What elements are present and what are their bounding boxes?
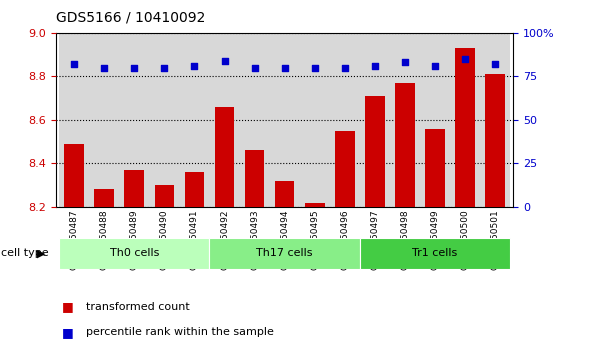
Point xyxy=(70,61,79,67)
Bar xyxy=(420,33,450,207)
Point xyxy=(490,61,500,67)
Point xyxy=(400,60,409,65)
Point xyxy=(100,65,109,70)
Bar xyxy=(89,33,119,207)
Point xyxy=(250,65,260,70)
Point xyxy=(460,56,470,62)
Point xyxy=(160,65,169,70)
Bar xyxy=(185,172,204,207)
Bar xyxy=(240,33,270,207)
Bar xyxy=(149,33,179,207)
Text: GDS5166 / 10410092: GDS5166 / 10410092 xyxy=(56,11,205,25)
Text: ■: ■ xyxy=(62,300,74,313)
Bar xyxy=(305,203,325,207)
Bar xyxy=(275,181,294,207)
Bar xyxy=(124,170,144,207)
Bar xyxy=(300,33,330,207)
Bar xyxy=(245,150,264,207)
Bar xyxy=(59,238,209,269)
Bar xyxy=(59,33,89,207)
Bar xyxy=(425,129,445,207)
Bar xyxy=(209,238,360,269)
Bar xyxy=(450,33,480,207)
Bar xyxy=(480,33,510,207)
Bar xyxy=(360,33,390,207)
Point xyxy=(310,65,319,70)
Bar xyxy=(119,33,149,207)
Bar xyxy=(94,189,114,207)
Bar xyxy=(455,48,475,207)
Point xyxy=(340,65,349,70)
Bar xyxy=(365,96,385,207)
Bar xyxy=(395,83,415,207)
Point xyxy=(370,63,379,69)
Text: percentile rank within the sample: percentile rank within the sample xyxy=(86,327,273,337)
Point xyxy=(280,65,289,70)
Point xyxy=(430,63,440,69)
Point xyxy=(190,63,199,69)
Bar xyxy=(330,33,360,207)
Bar xyxy=(215,107,234,207)
Bar xyxy=(179,33,209,207)
Bar xyxy=(390,33,420,207)
Text: Th17 cells: Th17 cells xyxy=(257,248,313,258)
Point xyxy=(130,65,139,70)
Bar xyxy=(64,144,84,207)
Bar xyxy=(155,185,174,207)
Text: ▶: ▶ xyxy=(37,248,45,258)
Bar xyxy=(335,131,355,207)
Bar xyxy=(360,238,510,269)
Text: cell type: cell type xyxy=(1,248,48,258)
Point xyxy=(220,58,230,64)
Text: Th0 cells: Th0 cells xyxy=(110,248,159,258)
Text: Tr1 cells: Tr1 cells xyxy=(412,248,458,258)
Bar xyxy=(270,33,300,207)
Text: ■: ■ xyxy=(62,326,74,339)
Bar xyxy=(486,74,505,207)
Text: transformed count: transformed count xyxy=(86,302,189,312)
Bar xyxy=(209,33,240,207)
